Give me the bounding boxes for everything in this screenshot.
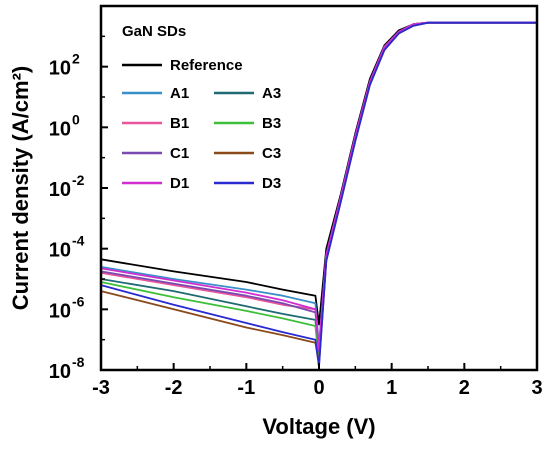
y-tick-exponent: -4: [72, 233, 85, 249]
x-tick-label: 3: [531, 377, 542, 399]
x-tick-label: 0: [313, 377, 324, 399]
series-line-d1: [100, 21, 537, 350]
legend-label-d3: D3: [262, 175, 281, 192]
y-tick-label: 10: [49, 300, 71, 322]
y-axis-title: Current density (A/cm²): [8, 66, 33, 310]
y-tick-label: 10: [49, 240, 71, 262]
x-tick-label: -2: [165, 377, 183, 399]
legend-label-d1: D1: [170, 175, 189, 192]
y-tick-label: 10: [49, 58, 71, 80]
x-tick-label: -3: [92, 377, 110, 399]
legend-label-b1: B1: [170, 115, 189, 132]
x-tick-label: 1: [386, 377, 397, 399]
series-layer: [100, 21, 537, 368]
series-line-c3: [100, 21, 537, 365]
legend-label-a1: A1: [170, 85, 189, 102]
series-line-b1: [100, 21, 537, 350]
series-line-a1: [100, 21, 537, 347]
x-tick-label: 2: [459, 377, 470, 399]
series-line-d3: [100, 21, 537, 368]
legend-label-a3: A3: [262, 85, 281, 102]
y-tick-label: 10: [49, 118, 71, 140]
legend: GaN SDs Reference A1 A3 B1 B3 C1 C3 D1 D3: [122, 23, 281, 192]
legend-label-c1: C1: [170, 145, 189, 162]
legend-label-b3: B3: [262, 115, 281, 132]
y-tick-exponent: -8: [72, 354, 85, 370]
y-tick-exponent: 2: [72, 51, 80, 67]
y-tick-exponent: -6: [72, 293, 85, 309]
series-line-b3: [100, 21, 537, 362]
legend-label-reference: Reference: [170, 57, 243, 74]
x-tick-label: -1: [237, 377, 255, 399]
y-tick-exponent: -2: [72, 172, 85, 188]
legend-title: GaN SDs: [122, 23, 186, 40]
y-axis-title-main: Current density (A/cm²): [8, 66, 33, 310]
y-tick-label: 10: [49, 179, 71, 201]
y-tick-label: 10: [49, 361, 71, 383]
legend-label-c3: C3: [262, 145, 281, 162]
y-tick-exponent: 0: [72, 111, 80, 127]
x-axis-title: Voltage (V): [262, 414, 375, 439]
